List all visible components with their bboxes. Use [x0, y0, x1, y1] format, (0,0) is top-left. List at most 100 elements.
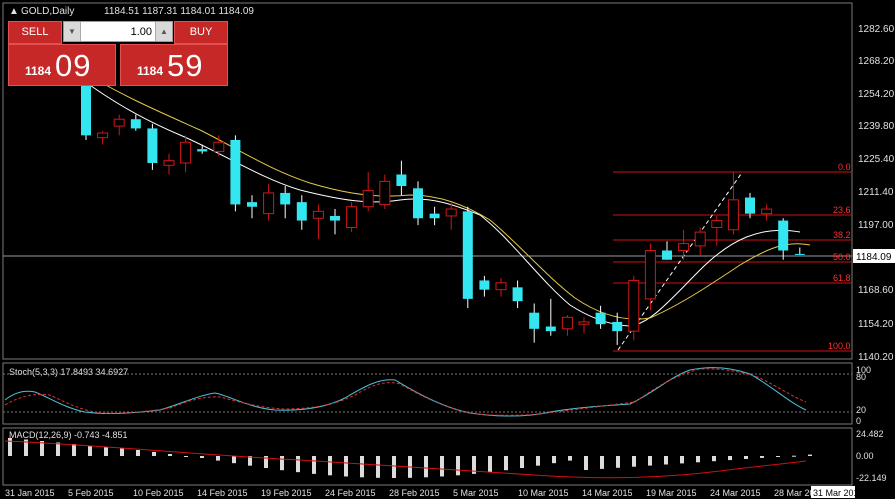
candle-body: [230, 139, 241, 205]
macd-bar: [792, 455, 796, 457]
candle-body: [130, 119, 141, 129]
candle-body: [644, 250, 656, 300]
macd-bar: [760, 456, 764, 458]
macd-bar: [552, 456, 556, 464]
macd-bar: [120, 448, 124, 456]
current-price-tag-bg: [853, 249, 895, 263]
sell-price-box[interactable]: 1184 09: [8, 44, 116, 86]
candlestick-series[interactable]: [81, 80, 805, 345]
price-axis: 1282.60 1268.20 1254.20 1239.80 1225.40 …: [858, 24, 895, 363]
date-tick: 14 Feb 2015: [197, 488, 248, 498]
date-tick: 24 Mar 2015: [710, 488, 761, 498]
ohlc-values: 1184.51 1187.31 1184.01 1184.09: [104, 6, 254, 17]
macd-bar: [264, 456, 268, 468]
symbol-title: GOLD,Daily: [21, 6, 74, 17]
macd-bar: [328, 456, 332, 476]
stoch-label: Stoch(5,3,3) 17.8493 34.6927: [9, 367, 128, 377]
date-tick: 19 Mar 2015: [646, 488, 697, 498]
macd-bar: [664, 456, 668, 465]
macd-bar: [248, 456, 252, 466]
candle-body: [413, 188, 423, 219]
buy-price-box[interactable]: 1184 59: [120, 44, 228, 86]
candle-body: [81, 84, 91, 136]
candle-body: [678, 243, 690, 252]
lot-size-input[interactable]: [81, 22, 155, 41]
date-tick: 28 Feb 2015: [389, 488, 440, 498]
macd-bar: [232, 456, 236, 464]
macd-bar: [488, 456, 492, 473]
fib-label: 61.8: [833, 273, 851, 283]
candle-body: [778, 220, 789, 251]
macd-bar: [216, 456, 220, 461]
macd-bar: [136, 450, 140, 456]
macd-axis-tick: 0.00: [856, 451, 874, 461]
price-tick: 1268.20: [858, 56, 895, 67]
candle-body: [197, 149, 208, 152]
candle-body: [429, 213, 440, 219]
buy-button[interactable]: BUY: [174, 21, 228, 44]
date-tick: 5 Mar 2015: [453, 488, 499, 498]
candle-body: [379, 180, 391, 205]
date-tick: 10 Mar 2015: [518, 488, 569, 498]
candle-body: [512, 287, 523, 302]
macd-bar: [632, 456, 636, 467]
candle-body: [745, 197, 755, 214]
sell-button[interactable]: SELL: [8, 21, 62, 44]
candle-body: [628, 279, 640, 332]
macd-bar: [696, 456, 700, 463]
macd-bar: [776, 456, 780, 457]
macd-bar: [184, 456, 188, 457]
sell-price-prefix: 1184: [25, 64, 52, 78]
date-axis: 31 Jan 2015 5 Feb 2015 10 Feb 2015 14 Fe…: [5, 486, 864, 498]
price-tick: 1154.20: [858, 319, 894, 330]
candle-body: [761, 208, 773, 215]
date-tick: 28 Mar 2015: [774, 488, 825, 498]
macd-bar: [168, 454, 172, 456]
candle-body: [727, 199, 739, 231]
candle-body: [330, 215, 340, 221]
macd-bar: [808, 454, 812, 456]
candle-body: [147, 128, 158, 163]
stoch-axis-tick: 0: [856, 416, 861, 426]
macd-bar: [296, 456, 300, 473]
candle-body: [280, 192, 291, 205]
slow-moving-average: [79, 69, 811, 320]
date-tick: 10 Feb 2015: [133, 488, 184, 498]
macd-axis-tick: 24.482: [856, 429, 884, 439]
stoch-frame: [2, 362, 853, 425]
lot-increase-icon[interactable]: ▲: [155, 22, 172, 41]
macd-bar: [536, 456, 540, 466]
candle-body: [362, 190, 374, 208]
price-tick: 1254.20: [858, 89, 895, 100]
macd-bar: [456, 456, 460, 476]
macd-bar: [104, 447, 108, 456]
macd-bar: [584, 456, 588, 470]
candle-body: [445, 208, 457, 217]
macd-axis-tick: -22.149: [856, 473, 887, 483]
candle-body: [346, 206, 358, 228]
macd-bar: [600, 456, 604, 469]
lot-decrease-icon[interactable]: ▼: [64, 22, 81, 41]
date-tick: 24 Feb 2015: [325, 488, 376, 498]
macd-signal-line: [4, 440, 807, 479]
candle-body: [97, 132, 109, 139]
macd-bar: [72, 444, 76, 456]
macd-bar: [376, 456, 380, 478]
stoch-axis-tick: 80: [856, 372, 866, 382]
date-tick-current: 31 Mar 2015: [813, 488, 864, 498]
buy-price-prefix: 1184: [137, 64, 164, 78]
candle-body: [479, 280, 490, 290]
candle-body: [662, 250, 672, 260]
macd-bar: [728, 456, 732, 461]
candle-body: [180, 141, 192, 164]
date-tick: 31 Jan 2015: [5, 488, 55, 498]
price-tick: 1282.60: [858, 24, 895, 35]
candle-body: [561, 316, 573, 330]
buy-price-suffix: 59: [167, 48, 204, 83]
candle-body: [263, 192, 275, 215]
fast-moving-average: [79, 77, 801, 327]
candle-body: [578, 321, 590, 325]
macd-label: MACD(12,26,9) -0.743 -4.851: [9, 430, 128, 440]
macd-bar: [392, 456, 396, 478]
